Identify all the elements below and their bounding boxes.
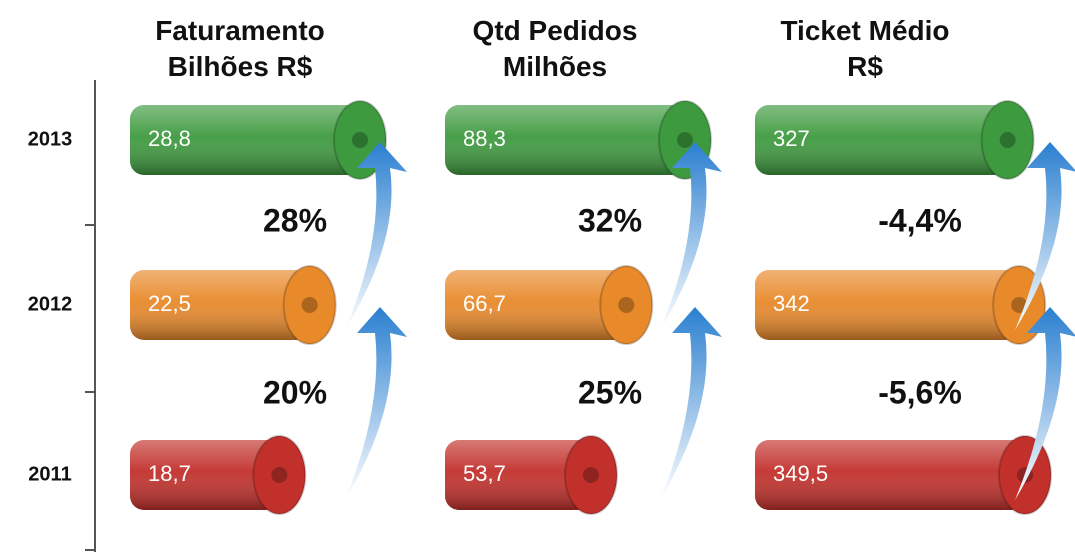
- growth-arrow: [660, 307, 722, 500]
- panel-title-line: Milhões: [503, 51, 607, 82]
- gear-hole: [582, 467, 599, 483]
- gear-bar: [130, 265, 337, 345]
- change-label: 28%: [263, 202, 327, 238]
- bar-shade: [445, 105, 685, 175]
- change-label: 20%: [263, 374, 327, 410]
- value-label: 327: [773, 126, 810, 151]
- growth-arrow: [345, 307, 407, 500]
- growth-arrow: [345, 142, 407, 330]
- gear-hole: [999, 132, 1016, 148]
- value-label: 88,3: [463, 126, 506, 151]
- panel-title: Ticket Médio R$: [780, 15, 949, 82]
- gear-end: [599, 265, 654, 345]
- bar-shade: [755, 440, 1025, 510]
- bar-shade: [130, 105, 360, 175]
- bar-shade: [130, 440, 280, 510]
- bar-shade: [445, 440, 591, 510]
- bar-shade: [755, 270, 1020, 340]
- value-label: 53,7: [463, 461, 506, 486]
- gear-bar: [130, 435, 307, 515]
- change-label: -4,4%: [878, 202, 962, 238]
- growth-arrow: [660, 142, 722, 330]
- value-label: 22,5: [148, 291, 191, 316]
- panel-title-line: Bilhões R$: [168, 51, 313, 82]
- value-label: 66,7: [463, 291, 506, 316]
- change-label: 25%: [578, 374, 642, 410]
- panel-title: Qtd Pedidos Milhões: [473, 15, 638, 82]
- change-label: 32%: [578, 202, 642, 238]
- panel-title-line: Ticket Médio: [780, 15, 949, 46]
- value-label: 342: [773, 291, 810, 316]
- gear-bar: [130, 100, 387, 180]
- panel-title-line: R$: [847, 51, 883, 82]
- panel-title-line: Qtd Pedidos: [473, 15, 638, 46]
- gear-bar: [445, 435, 618, 515]
- gear-hole: [677, 132, 693, 148]
- growth-arrow: [1015, 142, 1075, 330]
- value-label: 28,8: [148, 126, 191, 151]
- gear-end: [282, 265, 337, 345]
- year-label: 2013: [28, 128, 73, 150]
- gear-end: [252, 435, 307, 515]
- gear-hole: [271, 467, 288, 483]
- bar-shade: [130, 270, 310, 340]
- bar-shade: [755, 105, 1008, 175]
- growth-arrow: [1015, 307, 1075, 500]
- value-label: 18,7: [148, 461, 191, 486]
- gear-hole: [352, 132, 368, 148]
- gear-end: [980, 100, 1035, 180]
- year-label: 2012: [28, 293, 73, 315]
- gear-hole: [301, 297, 318, 313]
- gear-hole: [1011, 297, 1028, 313]
- gear-bar: [755, 435, 1052, 515]
- panel-title: Faturamento Bilhões R$: [155, 15, 325, 82]
- year-label: 2011: [28, 463, 71, 485]
- gear-end: [563, 435, 618, 515]
- gear-bar: [755, 100, 1035, 180]
- change-label: -5,6%: [878, 374, 962, 410]
- bar-shade: [445, 270, 627, 340]
- value-label: 349,5: [773, 461, 828, 486]
- gear-bar: [445, 265, 654, 345]
- panel-title-line: Faturamento: [155, 15, 325, 46]
- gear-hole: [618, 297, 635, 313]
